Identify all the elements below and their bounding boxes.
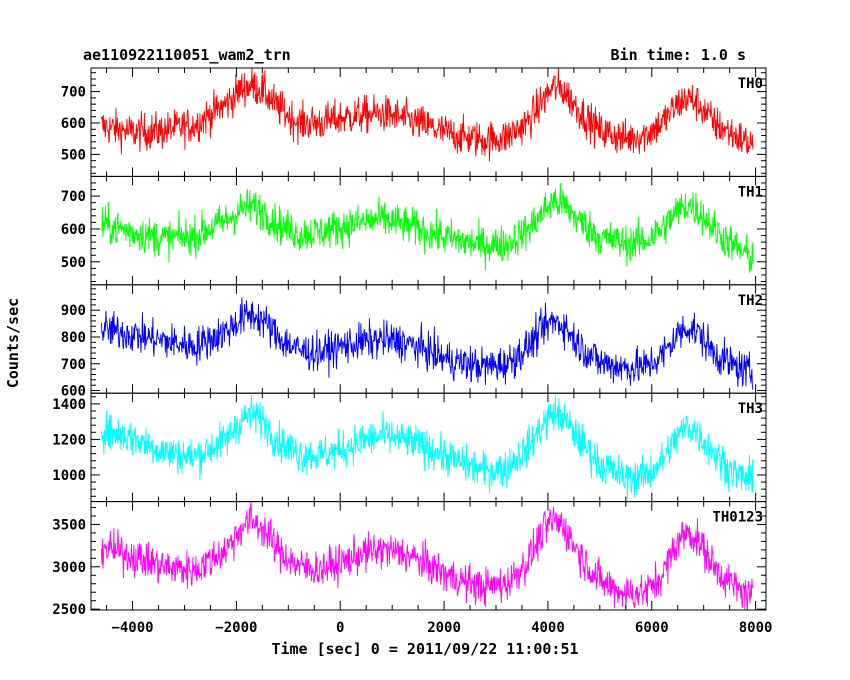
y-tick-label: 800 (61, 330, 86, 346)
y-tick-label: 700 (61, 189, 86, 205)
y-tick-label: 2500 (52, 602, 86, 618)
panels-group: 500 600 700 TH0 500 600 700 TH1 600 700 800 900 TH2 1… (52, 67, 767, 618)
x-tick-label: −4000 (111, 620, 153, 636)
y-tick-label: 1000 (52, 468, 86, 484)
panel-th3: 1000 1200 1400 TH3 (52, 392, 767, 503)
bin-time-label: Bin time: 1.0 s (611, 46, 746, 64)
y-tick-label: 600 (61, 222, 86, 238)
x-axis-label: Time [sec] 0 = 2011/09/22 11:00:51 (271, 640, 578, 658)
y-tick-label: 900 (61, 303, 86, 319)
y-tick-label: 700 (61, 85, 86, 101)
panel-name-th3: TH3 (738, 401, 763, 417)
x-tick-label: 6000 (635, 620, 669, 636)
x-tick-label: 2000 (427, 620, 461, 636)
panel-name-th1: TH1 (738, 184, 763, 200)
panel-th0: 500 600 700 TH0 (61, 67, 767, 177)
series-th3 (100, 395, 754, 500)
panel-th1: 500 600 700 TH1 (61, 175, 767, 286)
series-th2 (100, 297, 754, 390)
series-th0 (100, 68, 754, 162)
x-tick-label: 8000 (739, 620, 773, 636)
series-th0123 (100, 501, 754, 611)
x-tick-label: −2000 (215, 620, 257, 636)
y-tick-label: 3500 (52, 517, 86, 533)
x-axis-ticks: −4000 −2000 0 2000 4000 6000 8000 (111, 620, 772, 636)
y-axis-label: Counts/sec (4, 298, 22, 388)
panel-name-th2: TH2 (738, 293, 763, 309)
y-tick-label: 1200 (52, 432, 86, 448)
y-tick-label: 600 (61, 116, 86, 132)
y-tick-label: 3000 (52, 560, 86, 576)
panel-name-th0: TH0 (738, 76, 763, 92)
series-th1 (100, 182, 754, 273)
panel-name-th0123: TH0123 (712, 510, 763, 526)
panel-th2: 600 700 800 900 TH2 (61, 284, 767, 400)
x-tick-label: 4000 (531, 620, 565, 636)
y-tick-label: 1400 (52, 397, 86, 413)
panel-th0123: 2500 3000 3500 TH0123 (52, 501, 767, 618)
x-tick-label: 0 (336, 620, 344, 636)
y-tick-label: 500 (61, 255, 86, 271)
panel-frame (90, 501, 767, 611)
chart-title: ae110922110051_wam2_trn (83, 46, 291, 64)
y-tick-label: 500 (61, 147, 86, 163)
y-tick-label: 700 (61, 357, 86, 373)
y-tick-label: 600 (61, 384, 86, 400)
